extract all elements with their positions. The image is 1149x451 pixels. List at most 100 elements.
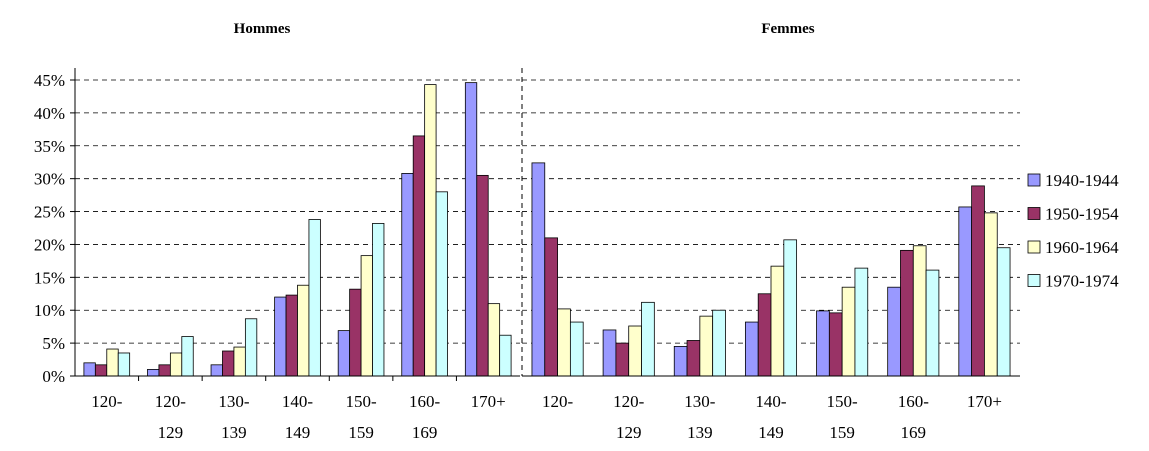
bar [686, 340, 701, 377]
x-tick-label: 140- 149 [282, 392, 314, 442]
bar [887, 286, 901, 377]
legend-swatch [1027, 173, 1041, 187]
x-tick-label: 120- 129 [613, 392, 645, 442]
x-tick-label-line: 150- [345, 392, 377, 411]
bar [816, 310, 830, 377]
bar [770, 265, 785, 377]
bar [308, 219, 321, 377]
x-tick-label-line: 129 [616, 423, 642, 442]
x-tick-label: 130- 139 [218, 392, 250, 442]
bar [531, 162, 546, 377]
y-tick-label: 10% [34, 301, 65, 320]
y-tick-label: 20% [34, 235, 65, 254]
bar [900, 249, 914, 377]
bar [673, 345, 688, 377]
x-tick-label-line: 170+ [471, 392, 506, 411]
bar [435, 191, 448, 377]
bar [699, 315, 714, 377]
bar [544, 237, 558, 377]
x-tick-label: 120- [91, 392, 123, 411]
bar [94, 364, 108, 377]
bar [158, 364, 171, 377]
legend-label: 1970-1974 [1045, 272, 1119, 291]
bar [628, 325, 642, 377]
x-tick-label-line: 160- [409, 392, 441, 411]
y-tick-label: 15% [34, 268, 65, 287]
x-tick-label: 160- 169 [898, 392, 930, 442]
x-tick-label-line: 130- [684, 392, 716, 411]
bar [244, 318, 258, 377]
legend-swatch [1027, 274, 1041, 287]
bar [841, 286, 856, 377]
bar [828, 312, 843, 377]
x-tick-label: 170+ [471, 392, 506, 411]
x-tick-label: 160- 169 [409, 392, 441, 442]
x-tick-label-line: 170+ [967, 392, 1002, 411]
y-tick-label: 40% [34, 104, 65, 123]
bar [360, 255, 373, 377]
x-tick-label-line: 149 [285, 423, 311, 442]
legend-swatch [1027, 240, 1041, 254]
bar [958, 206, 973, 377]
bar [147, 369, 160, 377]
bar [424, 84, 437, 377]
x-tick-label-line: 149 [758, 423, 784, 442]
bar [222, 350, 235, 377]
x-tick-label: 150- 159 [827, 392, 859, 442]
bar [274, 296, 287, 377]
x-tick-label-line: 140- [282, 392, 314, 411]
bar [412, 135, 426, 377]
x-tick-label-line: 169 [901, 423, 927, 442]
bar [117, 352, 131, 377]
bar [557, 308, 571, 377]
x-tick-label-line: 129 [158, 423, 184, 442]
chart-title: Femmes [761, 21, 814, 37]
bar [602, 329, 617, 377]
x-tick-label-line: 120- [613, 392, 645, 411]
bar [210, 364, 223, 377]
x-tick-label-line: 159 [348, 423, 374, 442]
bar [984, 212, 998, 377]
x-tick-label-line: 120- [542, 392, 574, 411]
bar [912, 245, 927, 377]
bar [854, 267, 869, 377]
x-tick-label-line: 139 [687, 423, 713, 442]
bar [925, 269, 940, 377]
x-tick-label-line: 159 [829, 423, 855, 442]
bar [569, 321, 584, 377]
x-tick-label: 140- 149 [755, 392, 787, 442]
y-tick-label: 5% [42, 334, 65, 353]
bar [996, 247, 1011, 377]
bar [783, 239, 798, 377]
x-tick-label-line: 150- [827, 392, 859, 411]
bar [83, 362, 96, 377]
bar [181, 336, 194, 377]
y-tick-label: 0% [42, 367, 65, 386]
y-tick-label: 25% [34, 203, 65, 222]
bar [615, 342, 630, 377]
bar [106, 348, 119, 377]
bar [744, 321, 759, 377]
x-tick-label: 170+ [967, 392, 1002, 411]
legend-label: 1960-1964 [1045, 238, 1119, 257]
bar [337, 330, 351, 377]
bar [169, 352, 183, 377]
bar [641, 301, 655, 377]
bar [476, 174, 489, 377]
bar [297, 284, 310, 377]
bar [971, 185, 985, 377]
legend-label: 1940-1944 [1045, 171, 1119, 190]
legend-swatch [1027, 207, 1041, 220]
x-tick-label-line: 140- [755, 392, 787, 411]
bar [757, 293, 772, 377]
bar [285, 294, 298, 377]
bar [499, 334, 512, 377]
x-tick-label-line: 169 [412, 423, 438, 442]
bar [464, 82, 478, 377]
legend-label: 1950-1954 [1045, 205, 1119, 224]
y-tick-label: 35% [34, 137, 65, 156]
bar [233, 346, 246, 377]
x-tick-label: 120- 129 [155, 392, 187, 442]
